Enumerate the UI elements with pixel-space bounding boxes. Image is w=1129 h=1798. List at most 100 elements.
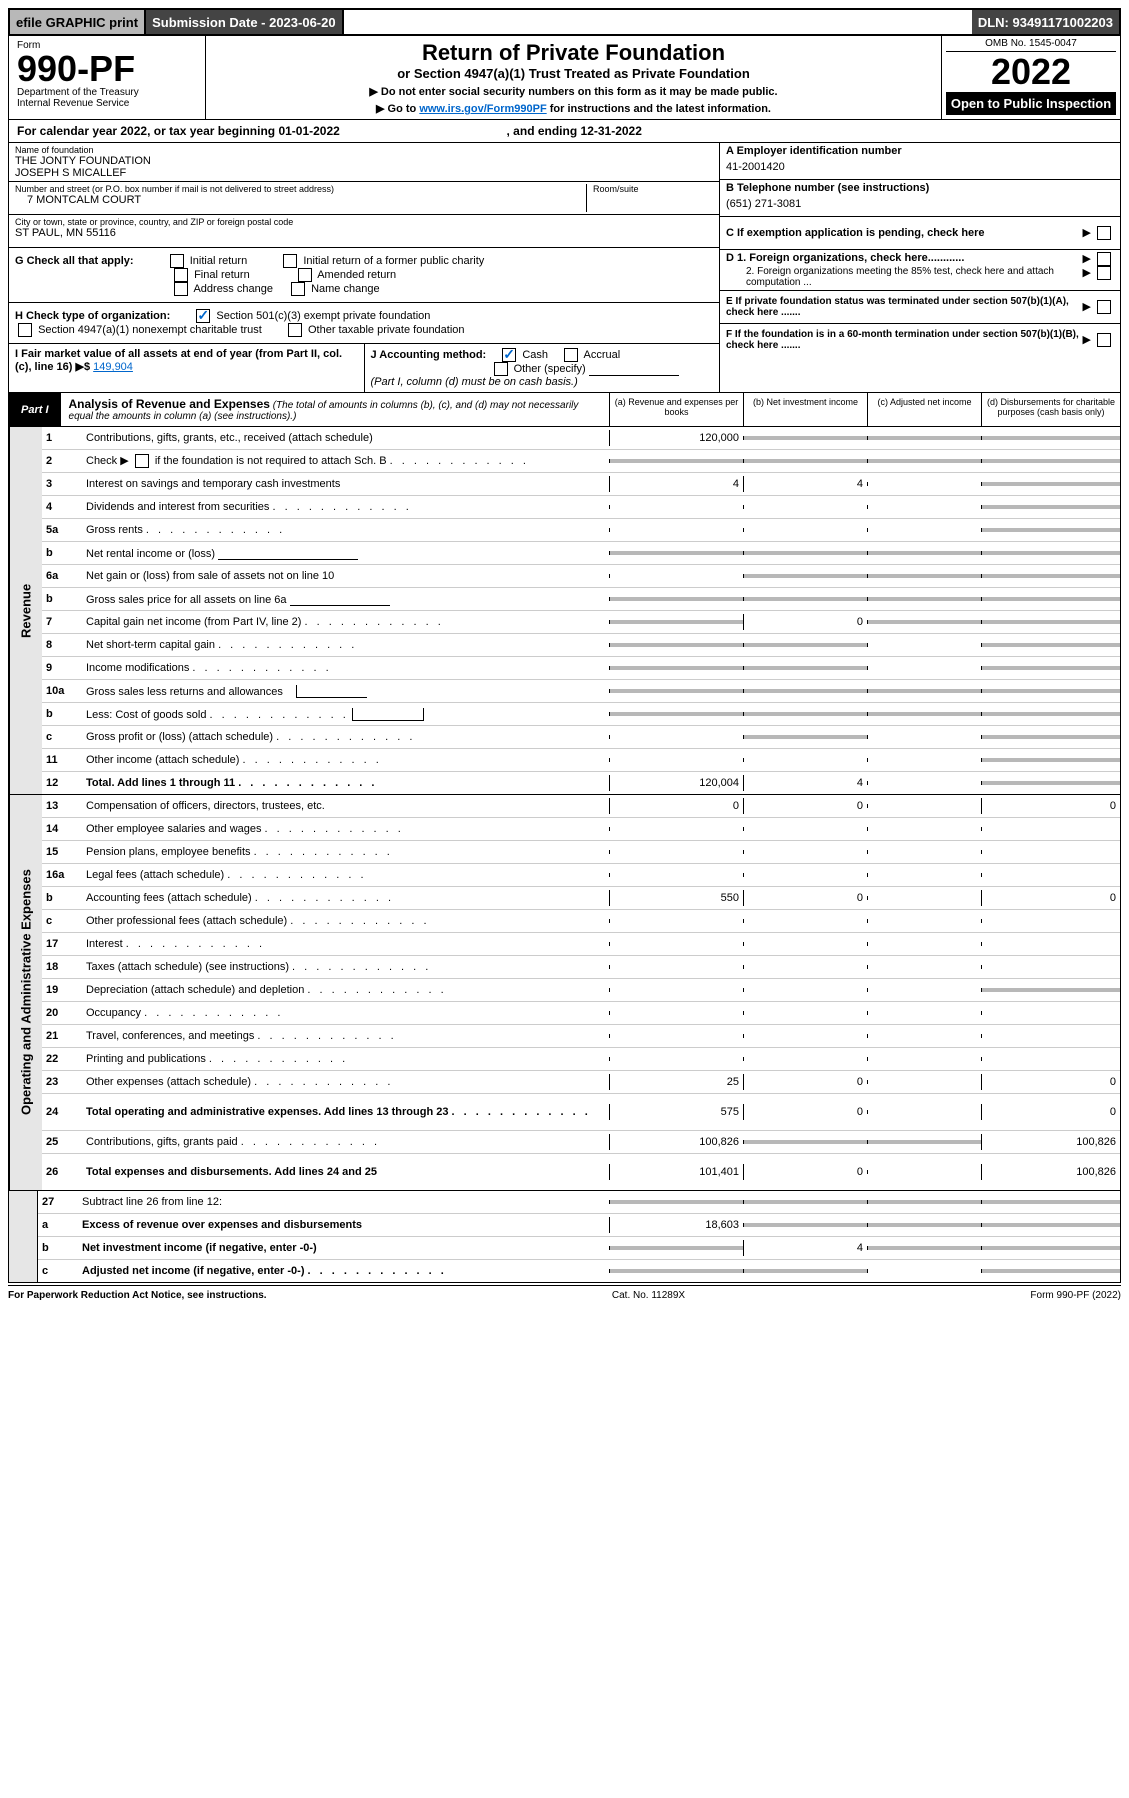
checkbox-c[interactable] [1097, 226, 1111, 240]
checkbox-e[interactable] [1097, 300, 1111, 314]
checkbox-d1[interactable] [1097, 252, 1111, 266]
line-3: 3Interest on savings and temporary cash … [42, 472, 1120, 495]
footer-center: Cat. No. 11289X [612, 1290, 685, 1301]
line-20: 20Occupancy [42, 1001, 1120, 1024]
checkbox-initial-former[interactable] [283, 254, 297, 268]
checkbox-addr-change[interactable] [174, 282, 188, 296]
name-label: Name of foundation [15, 145, 713, 155]
topbar-spacer [344, 10, 972, 34]
line-11: 11Other income (attach schedule) [42, 748, 1120, 771]
line-10b: bLess: Cost of goods sold [42, 702, 1120, 725]
footer-left: For Paperwork Reduction Act Notice, see … [8, 1290, 267, 1301]
checkbox-accrual[interactable] [564, 348, 578, 362]
final-return-label: Final return [194, 269, 250, 281]
cal-year-begin: For calendar year 2022, or tax year begi… [17, 124, 340, 138]
section-ij: I Fair market value of all assets at end… [9, 344, 719, 392]
addr-change-label: Address change [193, 283, 273, 295]
note-link-pre: ▶ Go to [376, 103, 419, 115]
expenses-section: Operating and Administrative Expenses 13… [8, 795, 1121, 1191]
initial-return-label: Initial return [190, 255, 247, 267]
city-state-zip: ST PAUL, MN 55116 [15, 227, 713, 239]
foundation-name-row: Name of foundation THE JONTY FOUNDATION … [9, 143, 719, 182]
line-16a: 16aLegal fees (attach schedule) [42, 863, 1120, 886]
tax-year: 2022 [946, 52, 1116, 92]
phone-value: (651) 271-3081 [726, 194, 1114, 214]
col-b-header: (b) Net investment income [743, 393, 867, 426]
line-27: 27Subtract line 26 from line 12: [38, 1191, 1120, 1213]
line-14: 14Other employee salaries and wages [42, 817, 1120, 840]
checkbox-final[interactable] [174, 268, 188, 282]
ein-label: A Employer identification number [726, 145, 1114, 157]
note-ssn: ▶ Do not enter social security numbers o… [214, 85, 933, 98]
footer-right: Form 990-PF (2022) [1030, 1290, 1121, 1301]
room-label: Room/suite [593, 184, 713, 194]
city-row: City or town, state or province, country… [9, 215, 719, 248]
checkbox-initial[interactable] [170, 254, 184, 268]
h-label: H Check type of organization: [15, 310, 170, 322]
entity-info: Name of foundation THE JONTY FOUNDATION … [8, 143, 1121, 393]
line-9: 9Income modifications [42, 656, 1120, 679]
revenue-label: Revenue [9, 427, 42, 794]
section-g: G Check all that apply: Initial return I… [9, 248, 719, 303]
submission-date: Submission Date - 2023-06-20 [146, 10, 344, 34]
line-27b: bNet investment income (if negative, ent… [38, 1236, 1120, 1259]
foundation-name: THE JONTY FOUNDATION JOSEPH S MICALLEF [15, 155, 713, 179]
other-taxable-label: Other taxable private foundation [308, 324, 465, 336]
line-18: 18Taxes (attach schedule) (see instructi… [42, 955, 1120, 978]
checkbox-amended[interactable] [298, 268, 312, 282]
cash-label: Cash [522, 349, 548, 361]
col-c-header: (c) Adjusted net income [867, 393, 981, 426]
j-label: J Accounting method: [371, 349, 487, 361]
checkbox-4947[interactable] [18, 323, 32, 337]
line-24: 24Total operating and administrative exp… [42, 1093, 1120, 1130]
header-right: OMB No. 1545-0047 2022 Open to Public In… [941, 36, 1120, 119]
checkbox-501c3[interactable] [196, 309, 210, 323]
header-center: Return of Private Foundation or Section … [206, 36, 941, 119]
omb-number: OMB No. 1545-0047 [946, 38, 1116, 52]
form-title: Return of Private Foundation [214, 40, 933, 66]
checkbox-other-taxable[interactable] [288, 323, 302, 337]
line27-section: 27Subtract line 26 from line 12: aExcess… [8, 1191, 1121, 1283]
line-10a: 10aGross sales less returns and allowanc… [42, 679, 1120, 702]
col-a-header: (a) Revenue and expenses per books [609, 393, 743, 426]
line-13: 13Compensation of officers, directors, t… [42, 795, 1120, 817]
line-22: 22Printing and publications [42, 1047, 1120, 1070]
line-5b: bNet rental income or (loss) [42, 541, 1120, 564]
g-label: G Check all that apply: [15, 255, 134, 267]
d1-label: D 1. Foreign organizations, check here..… [726, 252, 1082, 266]
checkbox-sch-b[interactable] [135, 454, 149, 468]
line-27a: aExcess of revenue over expenses and dis… [38, 1213, 1120, 1236]
line-21: 21Travel, conferences, and meetings [42, 1024, 1120, 1047]
checkbox-name-change[interactable] [291, 282, 305, 296]
name-change-label: Name change [311, 283, 380, 295]
blank-side [9, 1191, 38, 1282]
form-header: Form 990-PF Department of the Treasury I… [8, 36, 1121, 120]
fmv-value: 149,904 [93, 361, 133, 373]
i-label: I Fair market value of all assets at end… [15, 348, 342, 373]
irs-link[interactable]: www.irs.gov/Form990PF [419, 103, 546, 115]
page-footer: For Paperwork Reduction Act Notice, see … [8, 1285, 1121, 1301]
line-19: 19Depreciation (attach schedule) and dep… [42, 978, 1120, 1001]
line-15: 15Pension plans, employee benefits [42, 840, 1120, 863]
c-label: C If exemption application is pending, c… [726, 227, 1082, 239]
checkbox-cash[interactable] [502, 348, 516, 362]
checkbox-f[interactable] [1097, 333, 1111, 347]
line-16c: cOther professional fees (attach schedul… [42, 909, 1120, 932]
public-inspection: Open to Public Inspection [946, 92, 1116, 115]
col-d-header: (d) Disbursements for charitable purpose… [981, 393, 1120, 426]
line-5a: 5aGross rents [42, 518, 1120, 541]
section-f: F If the foundation is in a 60-month ter… [720, 324, 1120, 356]
section-d: D 1. Foreign organizations, check here..… [720, 250, 1120, 291]
accrual-label: Accrual [584, 349, 621, 361]
line-7: 7Capital gain net income (from Part IV, … [42, 610, 1120, 633]
4947-label: Section 4947(a)(1) nonexempt charitable … [38, 324, 262, 336]
checkbox-d2[interactable] [1097, 266, 1111, 280]
phone-label: B Telephone number (see instructions) [726, 182, 1114, 194]
checkbox-other-method[interactable] [494, 362, 508, 376]
501c3-label: Section 501(c)(3) exempt private foundat… [216, 310, 430, 322]
line-16b: bAccounting fees (attach schedule) 55000 [42, 886, 1120, 909]
f-label: F If the foundation is in a 60-month ter… [726, 329, 1082, 351]
expenses-label: Operating and Administrative Expenses [9, 795, 42, 1190]
ein-value: 41-2001420 [726, 157, 1114, 177]
form-subtitle: or Section 4947(a)(1) Trust Treated as P… [214, 66, 933, 81]
